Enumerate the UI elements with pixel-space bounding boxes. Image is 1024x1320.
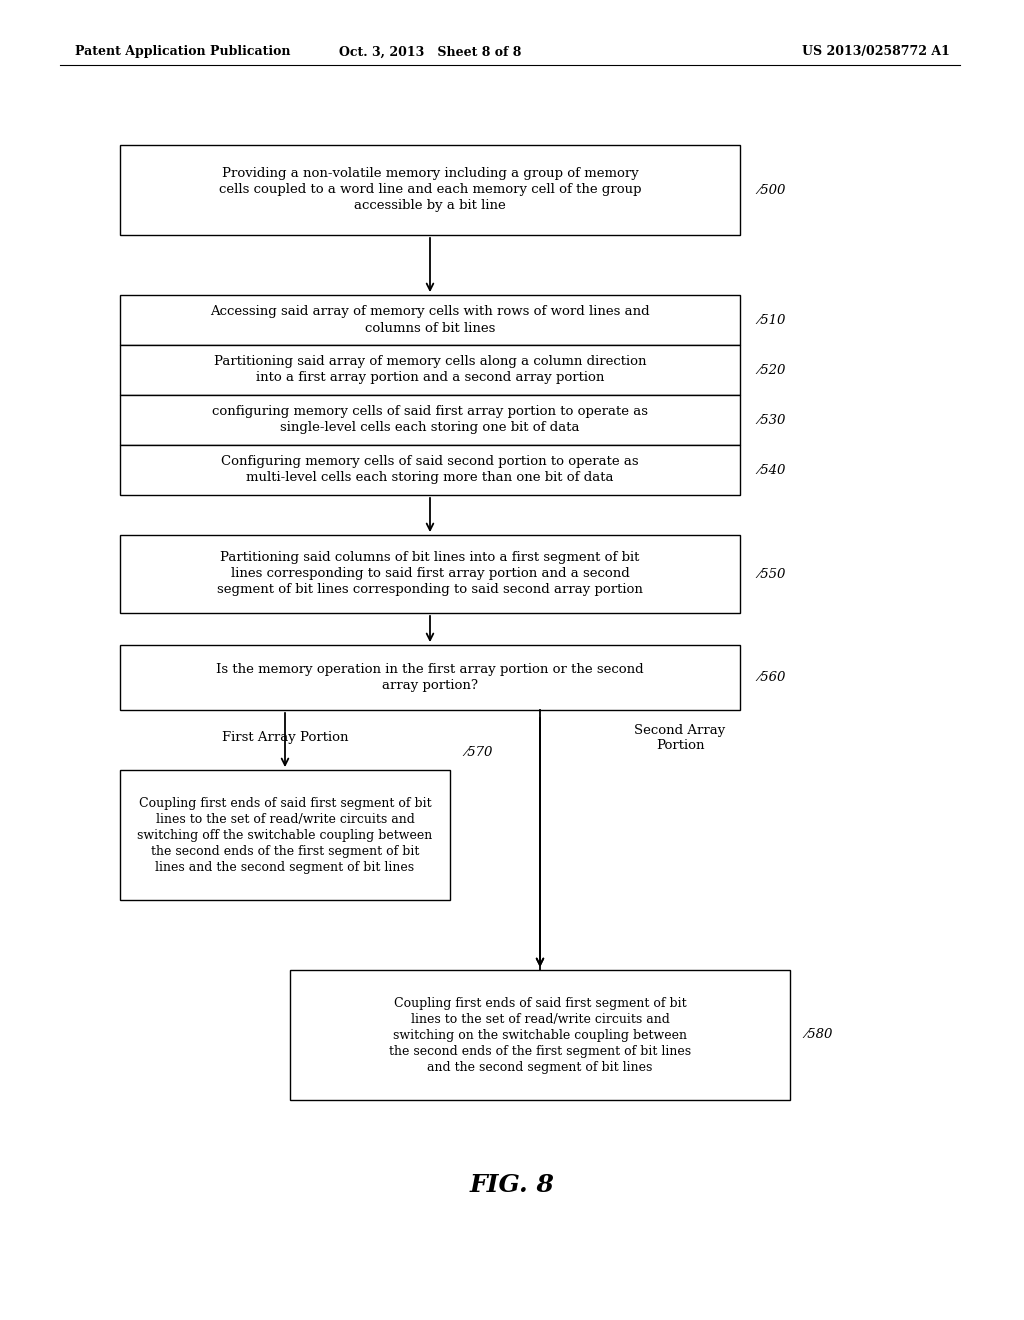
Text: Configuring memory cells of said second portion to operate as
multi-level cells : Configuring memory cells of said second … <box>221 455 639 484</box>
Text: ⁄570: ⁄570 <box>465 746 493 759</box>
Text: ⁄550: ⁄550 <box>758 568 785 581</box>
Text: Oct. 3, 2013   Sheet 8 of 8: Oct. 3, 2013 Sheet 8 of 8 <box>339 45 521 58</box>
Text: FIG. 8: FIG. 8 <box>470 1173 554 1197</box>
Bar <box>120 645 740 710</box>
Text: ⁄500: ⁄500 <box>758 183 785 197</box>
Text: Is the memory operation in the first array portion or the second
array portion?: Is the memory operation in the first arr… <box>216 663 644 692</box>
Text: ⁄520: ⁄520 <box>758 363 785 376</box>
Bar <box>120 294 740 345</box>
Text: ⁄540: ⁄540 <box>758 463 785 477</box>
Text: Coupling first ends of said first segment of bit
lines to the set of read/write : Coupling first ends of said first segmen… <box>389 997 691 1073</box>
Text: Providing a non-volatile memory including a group of memory
cells coupled to a w: Providing a non-volatile memory includin… <box>219 168 641 213</box>
Text: ⁄560: ⁄560 <box>758 671 785 684</box>
Text: Partitioning said columns of bit lines into a first segment of bit
lines corresp: Partitioning said columns of bit lines i… <box>217 552 643 597</box>
Text: ⁄530: ⁄530 <box>758 413 785 426</box>
Text: First Array Portion: First Array Portion <box>222 731 348 744</box>
Text: configuring memory cells of said first array portion to operate as
single-level : configuring memory cells of said first a… <box>212 405 648 434</box>
Bar <box>120 535 740 612</box>
Bar <box>120 345 740 395</box>
Text: Partitioning said array of memory cells along a column direction
into a first ar: Partitioning said array of memory cells … <box>214 355 646 384</box>
Bar <box>120 445 740 495</box>
Text: ⁄510: ⁄510 <box>758 314 785 326</box>
Text: Second Array
Portion: Second Array Portion <box>635 723 726 752</box>
Bar <box>120 770 450 900</box>
Text: Accessing said array of memory cells with rows of word lines and
columns of bit : Accessing said array of memory cells wit… <box>210 305 650 334</box>
Text: ⁄580: ⁄580 <box>805 1028 833 1041</box>
Bar <box>120 395 740 445</box>
Text: US 2013/0258772 A1: US 2013/0258772 A1 <box>802 45 950 58</box>
Bar <box>120 145 740 235</box>
Text: Patent Application Publication: Patent Application Publication <box>75 45 291 58</box>
Bar <box>290 970 790 1100</box>
Text: Coupling first ends of said first segment of bit
lines to the set of read/write : Coupling first ends of said first segmen… <box>137 796 432 874</box>
